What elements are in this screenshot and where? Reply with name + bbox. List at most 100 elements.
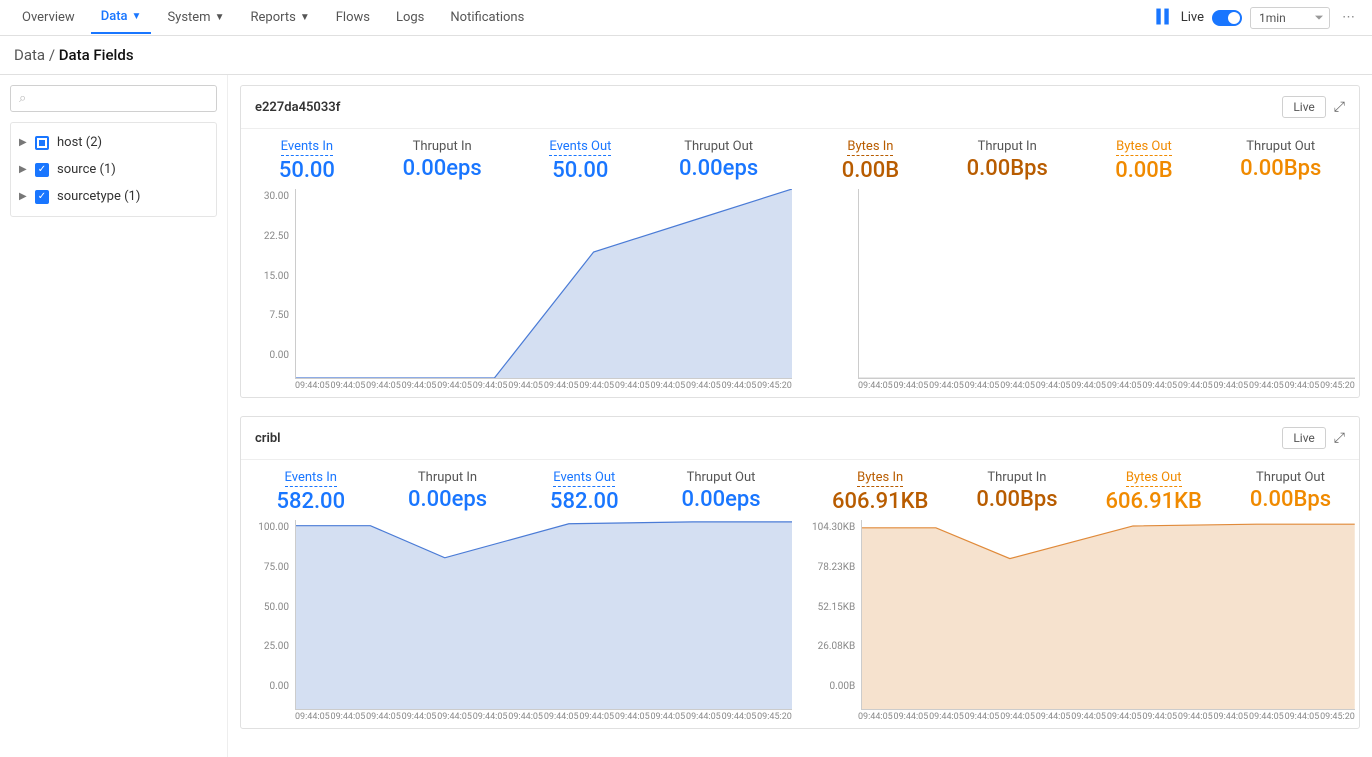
panel-title: cribl xyxy=(255,431,1282,446)
metric-value: 582.00 xyxy=(276,489,345,514)
panel-title: e227da45033f xyxy=(255,100,1282,115)
metric-label: Bytes Out xyxy=(1126,470,1182,487)
metric-label: Bytes In xyxy=(847,139,893,156)
more-icon[interactable]: ⋯ xyxy=(1338,10,1360,25)
metric: Thruput Out 0.00Bps xyxy=(1240,139,1321,183)
tree-item[interactable]: ▶ ✓ sourcetype (1) xyxy=(15,183,212,210)
x-axis: 09:44:0509:44:0509:44:0509:44:0509:44:05… xyxy=(808,710,1355,722)
nav-tab-flows[interactable]: Flows xyxy=(326,2,380,33)
tree-item[interactable]: ▶ host (2) xyxy=(15,129,212,156)
expand-icon[interactable]: ⤢ xyxy=(1334,430,1345,446)
breadcrumb: Data / Data Fields xyxy=(0,36,1372,75)
metric-value: 0.00eps xyxy=(408,487,487,512)
breadcrumb-root[interactable]: Data xyxy=(14,46,45,64)
checkbox[interactable]: ✓ xyxy=(35,190,49,204)
interval-select[interactable]: 1min xyxy=(1250,7,1330,29)
x-axis: 09:44:0509:44:0509:44:0509:44:0509:44:05… xyxy=(808,379,1355,391)
metric-label: Thruput Out xyxy=(1250,470,1331,485)
metric-value: 0.00Bps xyxy=(1250,487,1331,512)
search-icon: ⌕ xyxy=(19,91,26,106)
panel: e227da45033fLive ⤢ Events In 50.00 Thruput I… xyxy=(240,85,1360,398)
caret-right-icon: ▶ xyxy=(19,164,27,175)
metric-value: 582.00 xyxy=(550,489,619,514)
pause-icon[interactable]: ▍▍ xyxy=(1157,10,1173,25)
metric-label: Bytes Out xyxy=(1116,139,1172,156)
metric: Events Out582.00 xyxy=(550,470,619,514)
x-axis: 09:44:0509:44:0509:44:0509:44:0509:44:05… xyxy=(245,710,792,722)
metric-value: 606.91KB xyxy=(1105,489,1201,514)
metrics-row: Events In 50.00 Thruput In 0.00eps Events Ou… xyxy=(245,139,792,183)
panel-left: Events In 50.00 Thruput In 0.00eps Events Ou… xyxy=(245,139,792,391)
metric: Events In 582.00 xyxy=(276,470,345,514)
metric-value: 0.00Bps xyxy=(1240,156,1321,181)
metrics-row: Bytes In 606.91KB Thruput In 0.00Bps Bytes O… xyxy=(808,470,1355,514)
top-nav: OverviewData ▼System ▼Reports ▼FlowsLogs… xyxy=(0,0,1372,36)
metric-label: Events In xyxy=(285,470,337,487)
plot-area xyxy=(295,189,792,379)
metric-value: 0.00eps xyxy=(403,156,482,181)
metric-label: Thruput In xyxy=(403,139,482,154)
y-axis: 100.0075.0050.0025.000.00 xyxy=(245,520,295,710)
metric-label: Thruput Out xyxy=(679,139,758,154)
panel-left: Events In 582.00 Thruput In 0.00eps Events O… xyxy=(245,470,792,722)
panel-header: e227da45033fLive ⤢ xyxy=(241,86,1359,129)
metric-value: 0.00B xyxy=(1115,158,1173,183)
metric-value: 606.91KB xyxy=(832,489,928,514)
tree-item[interactable]: ▶✓source (1) xyxy=(15,156,212,183)
caret-right-icon: ▶ xyxy=(19,191,27,202)
checkbox[interactable] xyxy=(35,136,49,150)
metric-label: Bytes In xyxy=(857,470,903,487)
panel-right: Bytes In0.00BThruput In0.00BpsBytes Out0… xyxy=(808,139,1355,391)
metric: Thruput In 0.00Bps xyxy=(976,470,1057,514)
metric-value: 0.00Bps xyxy=(976,487,1057,512)
live-toggle[interactable] xyxy=(1212,10,1242,26)
plot-area xyxy=(295,520,792,710)
metric-label: Thruput Out xyxy=(1240,139,1321,154)
metric-label: Thruput In xyxy=(408,470,487,485)
tree-item-label: sourcetype (1) xyxy=(57,189,140,204)
expand-icon[interactable]: ⤢ xyxy=(1334,99,1345,115)
metric-label: Events In xyxy=(281,139,333,156)
metric-value: 0.00Bps xyxy=(967,156,1048,181)
metric-value: 0.00eps xyxy=(681,487,760,512)
chart: 30.0022.5015.007.500.00 xyxy=(245,189,792,379)
search-input[interactable]: ⌕ xyxy=(10,85,217,112)
nav-tab-notifications[interactable]: Notifications xyxy=(440,2,534,33)
nav-tab-data[interactable]: Data ▼ xyxy=(91,1,152,34)
panel-live-button[interactable]: Live xyxy=(1282,96,1325,118)
metric: Thruput In 0.00eps xyxy=(403,139,482,183)
chevron-down-icon: ▼ xyxy=(215,12,225,23)
metric: Thruput In0.00Bps xyxy=(967,139,1048,183)
metric: Bytes In0.00B xyxy=(842,139,900,183)
metric-value: 50.00 xyxy=(549,158,611,183)
chart: 104.30KB78.23KB52.15KB26.08KB0.00B xyxy=(808,520,1355,710)
metric: Thruput Out0.00eps xyxy=(681,470,760,514)
y-axis: 30.0022.5015.007.500.00 xyxy=(245,189,295,379)
metric: Thruput Out 0.00eps xyxy=(679,139,758,183)
checkbox[interactable]: ✓ xyxy=(35,163,49,177)
metric-label: Thruput In xyxy=(976,470,1057,485)
chevron-down-icon: ▼ xyxy=(300,12,310,23)
nav-tab-logs[interactable]: Logs xyxy=(386,2,434,33)
live-label: Live xyxy=(1181,10,1204,25)
breadcrumb-current: Data Fields xyxy=(59,46,134,64)
y-axis xyxy=(808,189,858,379)
tree-item-label: host (2) xyxy=(57,135,102,150)
panel-live-button[interactable]: Live xyxy=(1282,427,1325,449)
panel-body: Events In 582.00 Thruput In 0.00eps Events O… xyxy=(241,460,1359,728)
caret-right-icon: ▶ xyxy=(19,137,27,148)
metric: Bytes Out 0.00B xyxy=(1115,139,1173,183)
nav-tab-overview[interactable]: Overview xyxy=(12,2,85,33)
metric: Events In 50.00 xyxy=(279,139,335,183)
nav-tab-system[interactable]: System ▼ xyxy=(157,2,234,33)
metric: Events Out50.00 xyxy=(549,139,611,183)
metric: Thruput Out 0.00Bps xyxy=(1250,470,1331,514)
metric: Thruput In 0.00eps xyxy=(408,470,487,514)
metrics-row: Events In 582.00 Thruput In 0.00eps Events O… xyxy=(245,470,792,514)
metric-value: 0.00eps xyxy=(679,156,758,181)
metric: Bytes In 606.91KB xyxy=(832,470,928,514)
nav-tab-reports[interactable]: Reports ▼ xyxy=(241,2,320,33)
plot-area xyxy=(861,520,1355,710)
chevron-down-icon: ▼ xyxy=(132,11,142,22)
metric-value: 50.00 xyxy=(279,158,335,183)
